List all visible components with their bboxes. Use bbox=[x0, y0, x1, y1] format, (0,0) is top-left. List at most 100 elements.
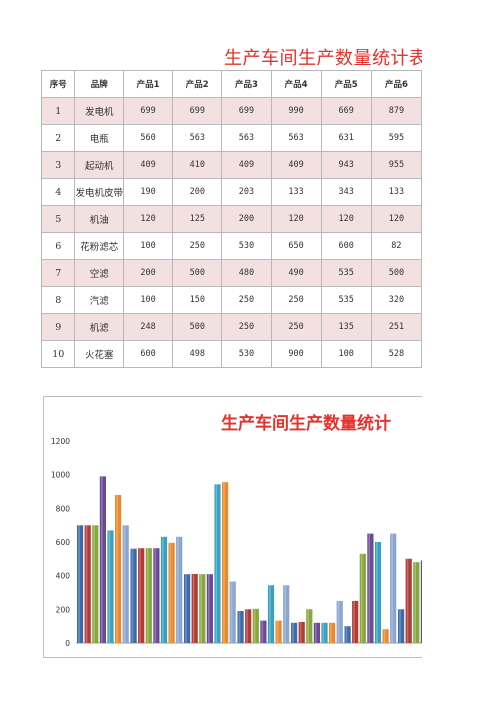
value-cell[interactable]: 409 bbox=[122, 151, 174, 179]
value-cell[interactable]: 535 bbox=[320, 259, 372, 287]
row-number-cell[interactable]: 10 bbox=[40, 340, 76, 368]
value-cell[interactable]: 133 bbox=[270, 178, 322, 206]
value-cell[interactable]: 669 bbox=[320, 97, 372, 125]
value-cell[interactable]: 409 bbox=[221, 151, 272, 179]
row-number-cell[interactable]: 3 bbox=[40, 151, 76, 179]
value-cell[interactable]: 498 bbox=[172, 340, 223, 368]
value-cell[interactable]: 560 bbox=[122, 124, 174, 152]
row-number-cell[interactable]: 8 bbox=[40, 286, 76, 314]
row-number-cell[interactable]: 1 bbox=[40, 97, 76, 125]
value-cell[interactable]: 990 bbox=[270, 97, 322, 125]
spreadsheet-viewport: 生产车间生产数量统计表 序号 品牌 产品1 产品2 产品3 产品4 产品5 产品… bbox=[40, 48, 422, 658]
value-cell[interactable]: 120 bbox=[122, 205, 174, 233]
header-cell[interactable]: 产品1 bbox=[122, 70, 174, 98]
bar bbox=[229, 581, 236, 643]
brand-cell[interactable]: 花粉滤芯 bbox=[74, 232, 124, 260]
y-tick-label: 0 bbox=[65, 639, 70, 648]
header-cell[interactable]: 产品4 bbox=[270, 70, 322, 98]
value-cell[interactable]: 595 bbox=[370, 124, 422, 152]
value-cell[interactable]: 480 bbox=[221, 259, 272, 287]
row-number-cell[interactable]: 2 bbox=[40, 124, 76, 152]
brand-cell[interactable]: 空滤 bbox=[74, 259, 124, 287]
value-cell[interactable]: 600 bbox=[320, 232, 372, 260]
value-cell[interactable]: 879 bbox=[370, 97, 422, 125]
bar-highlight bbox=[360, 553, 363, 643]
value-cell[interactable]: 631 bbox=[320, 124, 372, 152]
value-cell[interactable]: 320 bbox=[370, 286, 422, 314]
brand-cell[interactable]: 机滤 bbox=[74, 313, 124, 341]
value-cell[interactable]: 600 bbox=[122, 340, 174, 368]
value-cell[interactable]: 900 bbox=[270, 340, 322, 368]
value-cell[interactable]: 530 bbox=[221, 232, 272, 260]
row-number-cell[interactable]: 6 bbox=[40, 232, 76, 260]
value-cell[interactable]: 82 bbox=[370, 232, 422, 260]
header-cell[interactable]: 序号 bbox=[40, 70, 76, 98]
value-cell[interactable]: 190 bbox=[122, 178, 174, 206]
bar-highlight bbox=[131, 548, 134, 643]
value-cell[interactable]: 490 bbox=[270, 259, 322, 287]
value-cell[interactable]: 699 bbox=[172, 97, 223, 125]
value-cell[interactable]: 250 bbox=[270, 313, 322, 341]
value-cell[interactable]: 135 bbox=[320, 313, 372, 341]
value-cell[interactable]: 500 bbox=[172, 313, 223, 341]
value-cell[interactable]: 343 bbox=[320, 178, 372, 206]
header-cell[interactable]: 产品6 bbox=[370, 70, 422, 98]
value-cell[interactable]: 248 bbox=[122, 313, 174, 341]
value-cell[interactable]: 203 bbox=[221, 178, 272, 206]
bar bbox=[252, 608, 259, 643]
row-number-cell[interactable]: 5 bbox=[40, 205, 76, 233]
table-row: 4 发电机皮带 190 200 203 133 343 133 bbox=[40, 178, 422, 206]
value-cell[interactable]: 120 bbox=[270, 205, 322, 233]
header-cell[interactable]: 产品3 bbox=[221, 70, 272, 98]
y-tick-label: 600 bbox=[56, 538, 71, 547]
value-cell[interactable]: 563 bbox=[172, 124, 223, 152]
value-cell[interactable]: 120 bbox=[370, 205, 422, 233]
value-cell[interactable]: 699 bbox=[221, 97, 272, 125]
brand-cell[interactable]: 起动机 bbox=[74, 151, 124, 179]
value-cell[interactable]: 699 bbox=[122, 97, 174, 125]
value-cell[interactable]: 100 bbox=[320, 340, 372, 368]
value-cell[interactable]: 133 bbox=[370, 178, 422, 206]
header-cell[interactable]: 产品2 bbox=[172, 70, 223, 98]
brand-cell[interactable]: 机油 bbox=[74, 205, 124, 233]
brand-cell[interactable]: 汽滤 bbox=[74, 286, 124, 314]
header-cell[interactable]: 产品5 bbox=[320, 70, 372, 98]
value-cell[interactable]: 563 bbox=[221, 124, 272, 152]
bar-highlight bbox=[185, 574, 187, 643]
value-cell[interactable]: 409 bbox=[270, 151, 322, 179]
value-cell[interactable]: 650 bbox=[270, 232, 322, 260]
brand-cell[interactable]: 火花塞 bbox=[74, 340, 124, 368]
value-cell[interactable]: 535 bbox=[320, 286, 372, 314]
bar bbox=[382, 629, 389, 643]
value-cell[interactable]: 955 bbox=[370, 151, 422, 179]
header-cell[interactable]: 品牌 bbox=[74, 70, 124, 98]
brand-cell[interactable]: 电瓶 bbox=[74, 124, 124, 152]
row-number-cell[interactable]: 4 bbox=[40, 178, 76, 206]
brand-cell[interactable]: 发电机 bbox=[74, 97, 124, 125]
value-cell[interactable]: 410 bbox=[172, 151, 223, 179]
value-cell[interactable]: 200 bbox=[122, 259, 174, 287]
value-cell[interactable]: 528 bbox=[370, 340, 422, 368]
row-number-cell[interactable]: 9 bbox=[40, 313, 76, 341]
value-cell[interactable]: 125 bbox=[172, 205, 223, 233]
value-cell[interactable]: 500 bbox=[172, 259, 223, 287]
value-cell[interactable]: 500 bbox=[370, 259, 422, 287]
chart-area[interactable]: 0 200 400 600 800 1000 1200 生产车间生产数量统计 bbox=[43, 396, 422, 658]
row-number-cell[interactable]: 7 bbox=[40, 259, 76, 287]
value-cell[interactable]: 563 bbox=[270, 124, 322, 152]
bar-highlight bbox=[399, 609, 401, 643]
value-cell[interactable]: 100 bbox=[122, 286, 174, 314]
value-cell[interactable]: 120 bbox=[320, 205, 372, 233]
value-cell[interactable]: 530 bbox=[221, 340, 272, 368]
value-cell[interactable]: 250 bbox=[221, 286, 272, 314]
value-cell[interactable]: 250 bbox=[270, 286, 322, 314]
value-cell[interactable]: 943 bbox=[320, 151, 372, 179]
value-cell[interactable]: 150 bbox=[172, 286, 223, 314]
value-cell[interactable]: 250 bbox=[172, 232, 223, 260]
value-cell[interactable]: 251 bbox=[370, 313, 422, 341]
value-cell[interactable]: 200 bbox=[172, 178, 223, 206]
brand-cell[interactable]: 发电机皮带 bbox=[74, 178, 124, 206]
value-cell[interactable]: 200 bbox=[221, 205, 272, 233]
value-cell[interactable]: 100 bbox=[122, 232, 174, 260]
value-cell[interactable]: 250 bbox=[221, 313, 272, 341]
